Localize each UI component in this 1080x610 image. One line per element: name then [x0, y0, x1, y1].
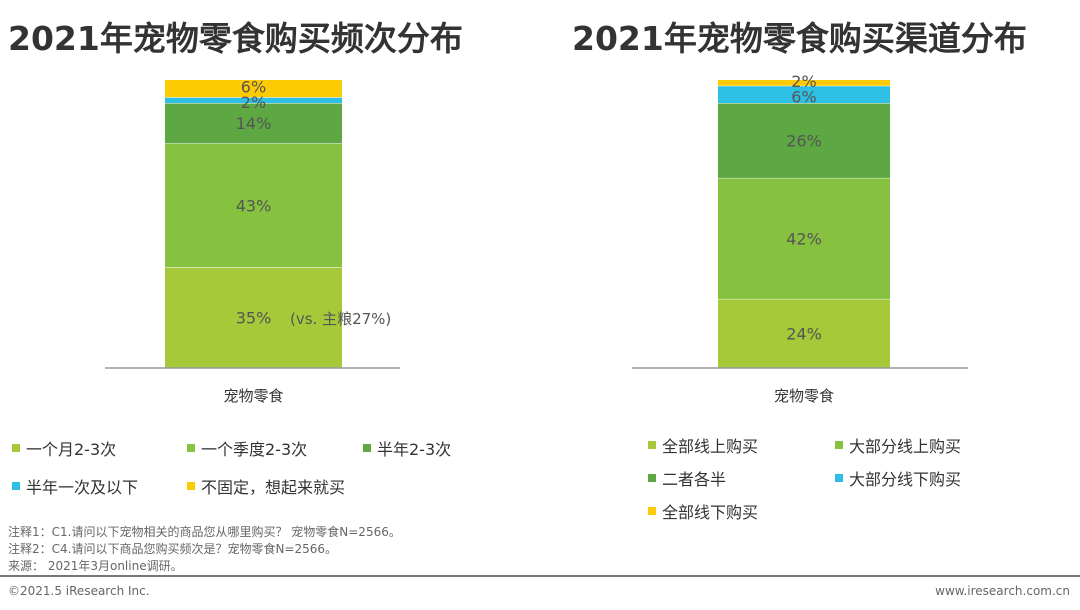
legend-item: 大部分线上购买: [835, 433, 961, 457]
note-1: 注释1：C1.请问以下宠物相关的商品您从哪里购买？ 宠物零食N=2566。: [8, 525, 401, 539]
legend-label: 大部分线上购买: [849, 437, 962, 456]
legend-item: 全部线下购买: [648, 499, 758, 523]
legend-label: 不固定，想起来就买: [201, 478, 346, 497]
chart-title-right: 2021年宠物零食购买渠道分布: [572, 19, 1027, 58]
data-label-1-4: 2%: [791, 72, 816, 91]
legend-label: 全部线上购买: [662, 437, 759, 456]
legend-item: 半年2-3次: [363, 436, 451, 460]
data-label-0-3: 2%: [241, 93, 266, 112]
legend-swatch: [187, 444, 195, 452]
bar-segment-1-0: [718, 298, 890, 368]
data-label-0-1: 43%: [236, 196, 272, 215]
data-label-1-0: 24%: [786, 324, 822, 343]
legend-label: 大部分线下购买: [849, 470, 962, 489]
legend-swatch: [12, 444, 20, 452]
chart-title-left: 2021年宠物零食购买频次分布: [8, 19, 463, 58]
legend-label: 一个季度2-3次: [201, 440, 308, 459]
note-2: 注释2：C4.请问以下商品您购买频次是？宠物零食N=2566。: [8, 542, 338, 556]
legend-swatch: [363, 444, 371, 452]
data-label-1-1: 42%: [786, 229, 822, 248]
bar-segment-1-4: [718, 80, 890, 86]
legend-item: 二者各半: [648, 466, 726, 490]
bar-segment-0-2: [165, 103, 342, 144]
x-tick-label: 宠物零食: [223, 387, 283, 405]
legend-item: 一个季度2-3次: [187, 436, 307, 460]
website: www.iresearch.com.cn: [935, 584, 1070, 598]
footer-divider: [0, 575, 1080, 577]
legend-swatch: [835, 474, 843, 482]
legend-label: 半年一次及以下: [26, 478, 139, 497]
legend-item: 不固定，想起来就买: [187, 474, 345, 498]
legend-swatch: [187, 482, 195, 490]
legend-item: 大部分线下购买: [835, 466, 961, 490]
legend-swatch: [648, 474, 656, 482]
data-label-0-2: 14%: [236, 114, 272, 133]
legend-swatch: [648, 441, 656, 449]
legend-label: 全部线下购买: [662, 503, 759, 522]
legend-label: 二者各半: [662, 470, 727, 489]
bar-segment-1-3: [718, 85, 890, 104]
source-note: 来源： 2021年3月online调研。: [8, 559, 183, 573]
charts-svg: 35%43%14%2%6%(vs. 主粮27%)宠物零食24%42%26%6%2…: [105, 72, 968, 405]
legend-item: 半年一次及以下: [12, 474, 138, 498]
x-tick-label: 宠物零食: [774, 387, 834, 405]
legend-swatch: [648, 507, 656, 515]
legend-item: 全部线上购买: [648, 433, 758, 457]
bar-segment-0-1: [165, 143, 342, 268]
legend-item: 一个月2-3次: [12, 436, 116, 460]
bar-segment-1-2: [718, 103, 890, 178]
data-label-0-0: 35%: [236, 309, 272, 328]
legend-swatch: [835, 441, 843, 449]
bar-segment-1-1: [718, 177, 890, 299]
annotation-label: (vs. 主粮27%): [290, 310, 391, 328]
legend-swatch: [12, 482, 20, 490]
legend-label: 一个月2-3次: [26, 440, 117, 459]
bar-segment-0-0: [165, 267, 342, 368]
data-label-1-3: 6%: [791, 87, 816, 106]
copyright: ©2021.5 iResearch Inc.: [8, 584, 150, 598]
legend-label: 半年2-3次: [377, 440, 452, 459]
bar-segment-0-3: [165, 97, 342, 104]
data-label-0-4: 6%: [241, 78, 266, 97]
data-label-1-2: 26%: [786, 131, 822, 150]
bar-segment-0-4: [165, 80, 342, 98]
